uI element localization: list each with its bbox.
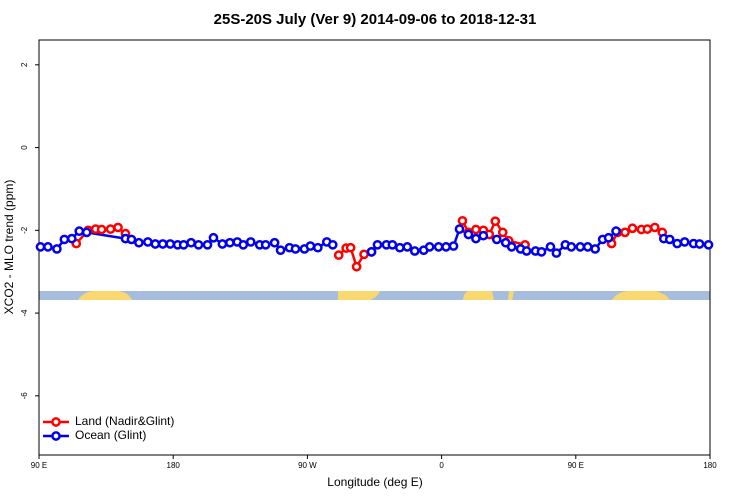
point [345, 242, 356, 253]
point [238, 239, 249, 250]
point [327, 239, 338, 250]
point [424, 242, 435, 252]
point [387, 239, 398, 250]
point [305, 241, 316, 251]
point [225, 237, 235, 248]
point [351, 261, 362, 272]
point [575, 242, 586, 252]
point [551, 248, 562, 258]
point [603, 232, 614, 243]
point [703, 239, 714, 250]
point [52, 244, 62, 254]
point [582, 242, 593, 252]
point [165, 239, 176, 249]
point [490, 216, 501, 227]
point [217, 239, 228, 249]
point [454, 224, 465, 234]
legend-marker [51, 417, 61, 427]
point [260, 239, 271, 250]
legend-label: Land (Nadir&Glint) [75, 414, 174, 428]
point [394, 242, 405, 253]
point [59, 234, 70, 245]
point [208, 232, 219, 243]
point [105, 224, 116, 234]
y-axis-label: XCO2 - MLO trend (ppm) [2, 180, 16, 315]
point [672, 238, 683, 249]
point [463, 229, 474, 240]
point [333, 250, 344, 261]
y-tick-label: -6 [20, 392, 29, 400]
y-tick-label: 2 [20, 62, 29, 67]
point [627, 223, 638, 234]
legend-label: Ocean (Glint) [75, 428, 146, 442]
point [157, 239, 168, 249]
point [269, 237, 280, 248]
point [506, 242, 517, 252]
point [679, 237, 690, 247]
point [521, 246, 532, 256]
point [590, 244, 601, 254]
point [290, 244, 301, 254]
point [312, 242, 323, 253]
point [471, 233, 481, 244]
y-tick-label: 0 [20, 145, 29, 150]
x-tick-label: 90 E [568, 461, 584, 470]
plot-area [35, 215, 714, 272]
point [113, 222, 123, 233]
point [433, 242, 444, 252]
point [566, 242, 577, 252]
point [491, 234, 502, 245]
point [275, 245, 286, 256]
point [81, 227, 92, 238]
legend-marker [51, 431, 61, 441]
x-tick-label: 180 [167, 461, 181, 470]
point [43, 242, 53, 252]
x-tick-label: 0 [439, 461, 444, 470]
point [694, 239, 705, 249]
point [359, 249, 369, 260]
point [441, 242, 451, 252]
point [96, 224, 107, 235]
point [471, 224, 481, 235]
y-tick-label: -2 [20, 226, 29, 234]
point [193, 239, 204, 250]
point [642, 224, 653, 234]
point [497, 227, 508, 238]
point [478, 230, 489, 241]
point [611, 226, 621, 237]
point [126, 234, 137, 245]
point [649, 222, 660, 233]
y-tick-label: -4 [20, 309, 29, 317]
point [409, 246, 420, 256]
point [134, 237, 144, 248]
point [66, 233, 77, 244]
x-tick-label: 90 W [298, 461, 317, 470]
point [35, 242, 46, 252]
point [178, 239, 189, 250]
x-tick-label: 180 [703, 461, 717, 470]
point [186, 237, 196, 248]
point [664, 234, 675, 245]
point [372, 239, 383, 250]
point [150, 239, 161, 249]
land-ocean-strip [39, 291, 710, 300]
point [457, 215, 468, 226]
point [402, 242, 413, 252]
chart-title: 25S-20S July (Ver 9) 2014-09-06 to 2018-… [214, 11, 537, 28]
point [143, 237, 153, 247]
point [245, 237, 256, 247]
x-tick-label: 90 E [31, 461, 47, 470]
point [448, 241, 459, 251]
x-axis-label: Longitude (deg E) [327, 475, 422, 489]
point [620, 227, 630, 238]
point [202, 239, 213, 250]
point [366, 246, 377, 257]
point [545, 242, 556, 252]
point [74, 226, 85, 237]
point [536, 246, 547, 257]
